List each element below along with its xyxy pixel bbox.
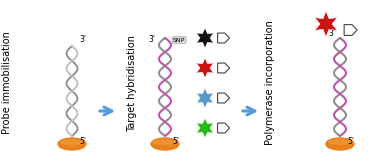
Polygon shape — [315, 11, 337, 37]
Text: 5': 5' — [172, 137, 179, 146]
Polygon shape — [218, 123, 229, 133]
Polygon shape — [344, 25, 357, 35]
Ellipse shape — [154, 140, 176, 144]
Ellipse shape — [326, 138, 354, 150]
Text: SNP: SNP — [173, 38, 185, 42]
Polygon shape — [196, 118, 214, 138]
Text: Probe immobilisation: Probe immobilisation — [2, 32, 12, 134]
Text: 3': 3' — [148, 36, 155, 44]
Ellipse shape — [58, 138, 86, 150]
Ellipse shape — [61, 140, 83, 144]
Text: Target hybridisation: Target hybridisation — [127, 35, 137, 131]
Polygon shape — [196, 28, 214, 48]
Text: 5': 5' — [347, 137, 354, 146]
Ellipse shape — [151, 138, 179, 150]
Polygon shape — [196, 58, 214, 78]
Text: 3': 3' — [328, 29, 335, 38]
Ellipse shape — [329, 140, 351, 144]
Polygon shape — [218, 63, 229, 73]
Text: 3': 3' — [79, 35, 86, 44]
Text: Polymerase incorporation: Polymerase incorporation — [265, 21, 275, 145]
Polygon shape — [218, 33, 229, 43]
Polygon shape — [196, 88, 214, 108]
Polygon shape — [218, 93, 229, 103]
Text: 5': 5' — [79, 137, 86, 146]
